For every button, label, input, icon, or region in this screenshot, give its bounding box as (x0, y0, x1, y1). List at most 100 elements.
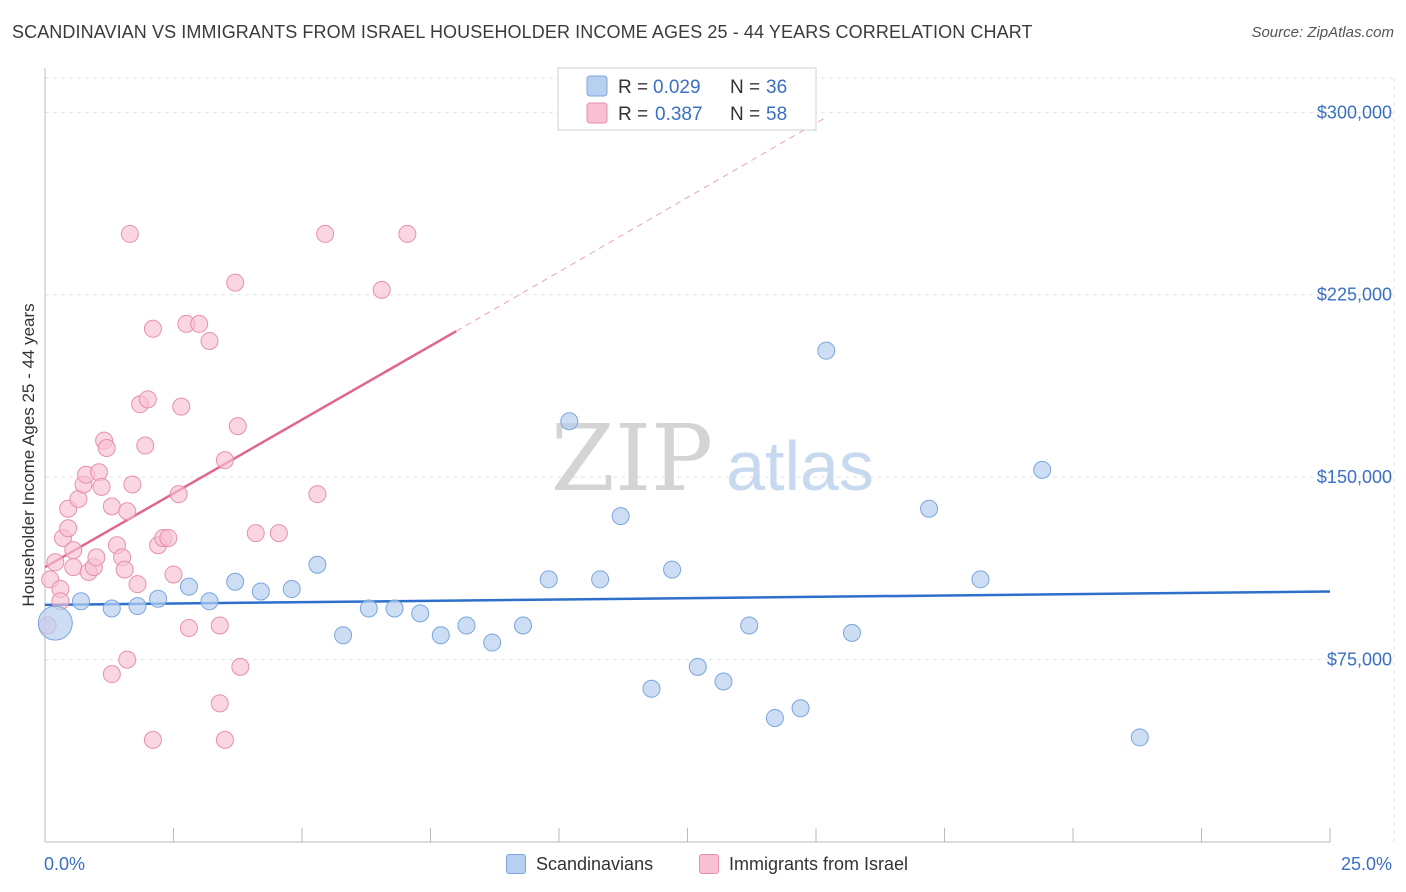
data-point-scandinavians (817, 341, 836, 360)
source-label: Source: ZipAtlas.com (1251, 24, 1394, 41)
legend-n-value-2: 58 (766, 104, 787, 125)
data-point-scandinavians (200, 592, 219, 611)
data-point-israel (308, 485, 327, 504)
x-axis (44, 68, 1331, 843)
data-point-scandinavians (102, 599, 121, 618)
data-point-scandinavians (1130, 728, 1149, 747)
y-tick-label: $300,000 (1317, 102, 1392, 122)
legend-swatch-scandinavians (586, 75, 608, 97)
legend-item-israel[interactable]: Immigrants from Israel (699, 852, 908, 876)
data-point-israel (138, 390, 157, 409)
data-point-scandinavians (251, 582, 270, 601)
trend-line-israel-extension (455, 116, 827, 332)
data-point-israel (143, 730, 162, 749)
data-point-scandinavians (842, 623, 861, 642)
legend-label-israel: Immigrants from Israel (729, 853, 909, 874)
series-scandinavians-points (37, 341, 1149, 747)
data-point-scandinavians (128, 597, 147, 616)
x-tick-label-min: 0.0% (44, 854, 85, 874)
data-point-scandinavians (920, 499, 939, 518)
grid-lines (45, 77, 1395, 842)
data-point-israel (123, 475, 142, 494)
data-point-scandinavians (514, 616, 533, 635)
data-point-scandinavians (740, 616, 759, 635)
data-point-scandinavians (663, 560, 682, 579)
trend-lines (44, 116, 1331, 607)
data-point-israel (372, 280, 391, 299)
data-point-israel (226, 273, 245, 292)
data-point-scandinavians (642, 679, 661, 698)
data-point-israel (316, 224, 335, 243)
data-point-israel (59, 519, 78, 538)
legend-r-value-2: 0.387 (655, 104, 703, 125)
data-point-israel (143, 319, 162, 338)
data-point-scandinavians (714, 672, 733, 691)
data-point-israel (179, 618, 198, 637)
legend-swatch-israel (586, 102, 608, 124)
data-point-scandinavians (282, 580, 301, 599)
data-point-scandinavians (765, 708, 784, 727)
data-point-israel (215, 730, 234, 749)
data-point-israel (120, 224, 139, 243)
data-point-scandinavians (308, 555, 327, 574)
data-point-scandinavians (1033, 460, 1052, 479)
data-point-scandinavians (411, 604, 430, 623)
data-point-scandinavians (37, 605, 73, 641)
y-tick-labels: $75,000 $150,000 $225,000 $300,000 (1317, 102, 1392, 669)
legend-swatch-blue (506, 854, 526, 874)
data-point-israel (102, 497, 121, 516)
data-point-israel (190, 314, 209, 333)
data-point-israel (164, 565, 183, 584)
data-point-scandinavians (457, 616, 476, 635)
legend-item-scandinavians[interactable]: Scandinavians (506, 852, 653, 876)
legend-r-label-1: R = (618, 77, 648, 98)
correlation-legend: R = 0.029 N = 36 R = 0.387 N = 58 (557, 67, 817, 131)
y-axis-title: Householder Income Ages 25 - 44 years (19, 303, 38, 606)
data-point-israel (398, 224, 417, 243)
data-point-israel (92, 477, 111, 496)
data-point-scandinavians (591, 570, 610, 589)
data-point-israel (97, 438, 116, 457)
legend-r-label-2: R = (618, 104, 648, 125)
data-point-israel (89, 463, 108, 482)
x-tick-label-max: 25.0% (1341, 854, 1392, 874)
data-point-scandinavians (971, 570, 990, 589)
y-tick-label: $150,000 (1317, 467, 1392, 487)
legend-n-label-1: N = (730, 77, 760, 98)
trend-line-scandinavians (44, 590, 1331, 607)
data-point-israel (64, 558, 83, 577)
y-tick-label: $75,000 (1327, 650, 1392, 670)
data-point-israel (118, 650, 137, 669)
data-point-scandinavians (431, 626, 450, 645)
data-point-scandinavians (688, 657, 707, 676)
y-tick-label: $225,000 (1317, 285, 1392, 305)
data-point-scandinavians (611, 507, 630, 526)
data-point-scandinavians (179, 577, 198, 596)
data-point-israel (210, 616, 229, 635)
data-point-israel (246, 524, 265, 543)
legend-r-value-1: 0.029 (653, 77, 701, 98)
chart-title: SCANDINAVIAN VS IMMIGRANTS FROM ISRAEL H… (12, 22, 1033, 42)
data-point-israel (87, 548, 106, 567)
data-point-scandinavians (483, 633, 502, 652)
data-point-israel (46, 553, 65, 572)
data-point-scandinavians (71, 592, 90, 611)
data-point-israel (128, 575, 147, 594)
legend-n-label-2: N = (730, 104, 760, 125)
legend-swatch-pink (699, 854, 719, 874)
data-point-israel (159, 528, 178, 547)
series-israel-points (38, 224, 417, 749)
data-point-israel (269, 524, 288, 543)
legend-label-scandinavians: Scandinavians (536, 853, 654, 874)
watermark-atlas: atlas (726, 427, 874, 505)
data-point-israel (200, 331, 219, 350)
data-point-israel (228, 417, 247, 436)
data-point-scandinavians (560, 412, 579, 431)
data-point-israel (215, 451, 234, 470)
data-point-israel (169, 485, 188, 504)
trend-line-israel (44, 330, 457, 569)
data-point-scandinavians (334, 626, 353, 645)
data-point-israel (118, 502, 137, 521)
data-point-israel (64, 541, 83, 560)
